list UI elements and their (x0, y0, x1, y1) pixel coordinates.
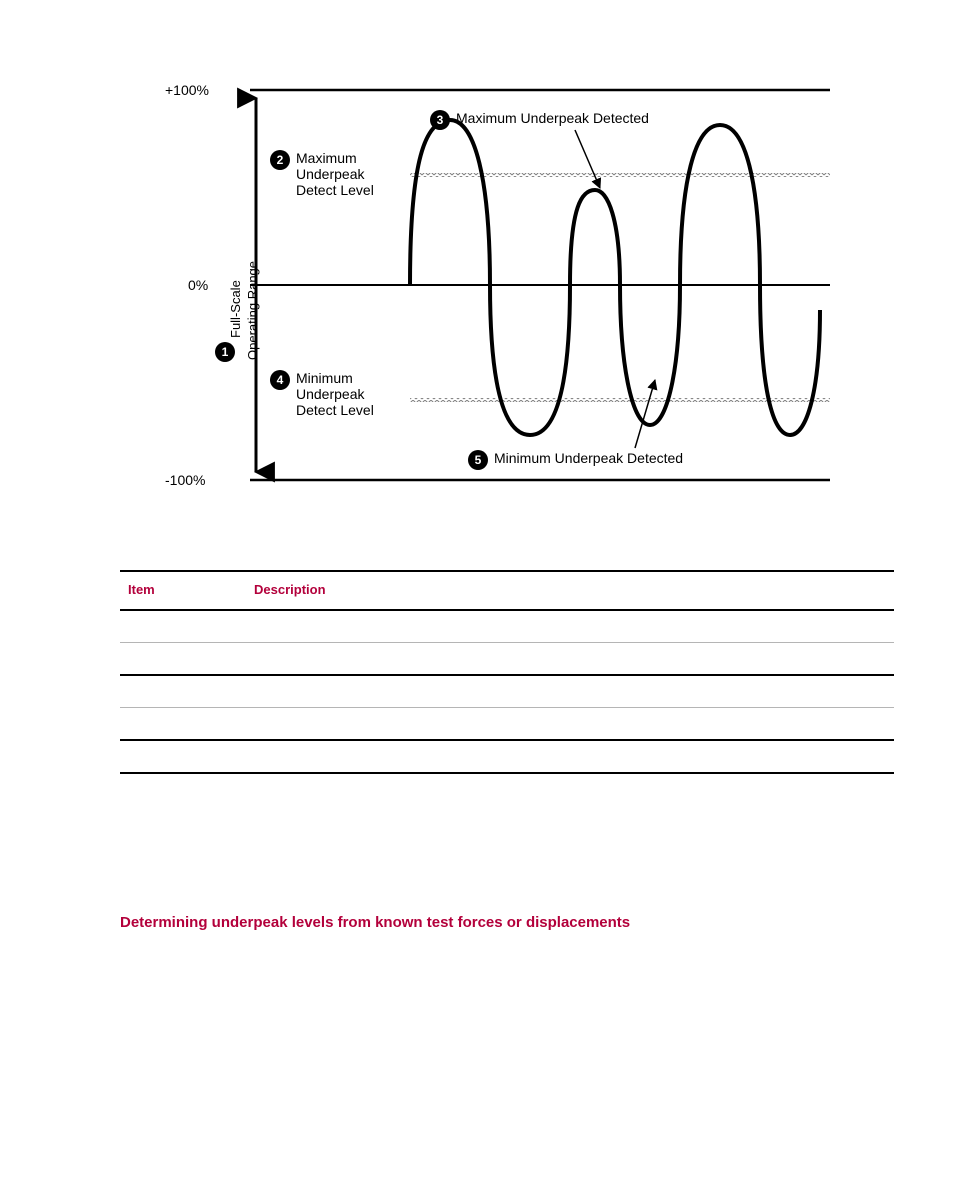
section-paragraph: To convert a known force or displacement… (120, 941, 894, 996)
cell-item: 4 (120, 708, 246, 741)
callout-4: 4 Minimum Underpeak Detect Level (270, 370, 374, 418)
label-full-scale: Full-Scale (228, 280, 243, 338)
callout-4-num: 4 (270, 370, 290, 390)
table-row: 5Minimum underpeak detected — valley did… (120, 740, 894, 773)
callout-4-text: Minimum Underpeak Detect Level (296, 370, 374, 418)
cell-desc: Maximum underpeak detected — peak did no… (246, 675, 894, 708)
signal-wave (410, 120, 820, 435)
legend-table: Item Description 1Full-scale operating r… (120, 570, 894, 774)
cell-item: 5 (120, 740, 246, 773)
callout-5: 5 Minimum Underpeak Detected (468, 450, 683, 470)
cell-item: 1 (120, 610, 246, 643)
max-detect-line (410, 173, 830, 177)
cell-desc: Minimum underpeak detected — valley did … (246, 740, 894, 773)
pointer-3 (575, 130, 600, 188)
cell-desc: Minimum underpeak detect level set by yo… (246, 708, 894, 741)
callout-5-text: Minimum Underpeak Detected (494, 450, 683, 466)
callout-3: 3 Maximum Underpeak Detected (430, 110, 649, 130)
callout-2: 2 Maximum Underpeak Detect Level (270, 150, 374, 198)
cell-item: 2 (120, 643, 246, 676)
cell-desc: Maximum underpeak detect level set by yo… (246, 643, 894, 676)
ytick-bottom: -100% (165, 472, 205, 488)
cell-item: 3 (120, 675, 246, 708)
label-operating-range: Operating Range (245, 261, 260, 360)
callout-1-num: 1 (215, 342, 235, 362)
callout-1: 1 (215, 342, 235, 362)
table-row: 4Minimum underpeak detect level set by y… (120, 708, 894, 741)
callout-5-num: 5 (468, 450, 488, 470)
callout-2-num: 2 (270, 150, 290, 170)
section-heading: Determining underpeak levels from known … (120, 914, 894, 931)
cell-desc: Full-scale operating range. (246, 610, 894, 643)
table-row: 2Maximum underpeak detect level set by y… (120, 643, 894, 676)
underpeak-diagram: +100% 0% -100% Full-Scale Operating Rang… (110, 60, 850, 520)
col-item: Item (120, 571, 246, 610)
callout-2-text: Maximum Underpeak Detect Level (296, 150, 374, 198)
callout-3-num: 3 (430, 110, 450, 130)
col-desc: Description (246, 571, 894, 610)
ytick-mid: 0% (188, 277, 208, 293)
table-row: 3Maximum underpeak detected — peak did n… (120, 675, 894, 708)
callout-3-text: Maximum Underpeak Detected (456, 110, 649, 126)
ytick-top: +100% (165, 82, 209, 98)
table-row: 1Full-scale operating range. (120, 610, 894, 643)
